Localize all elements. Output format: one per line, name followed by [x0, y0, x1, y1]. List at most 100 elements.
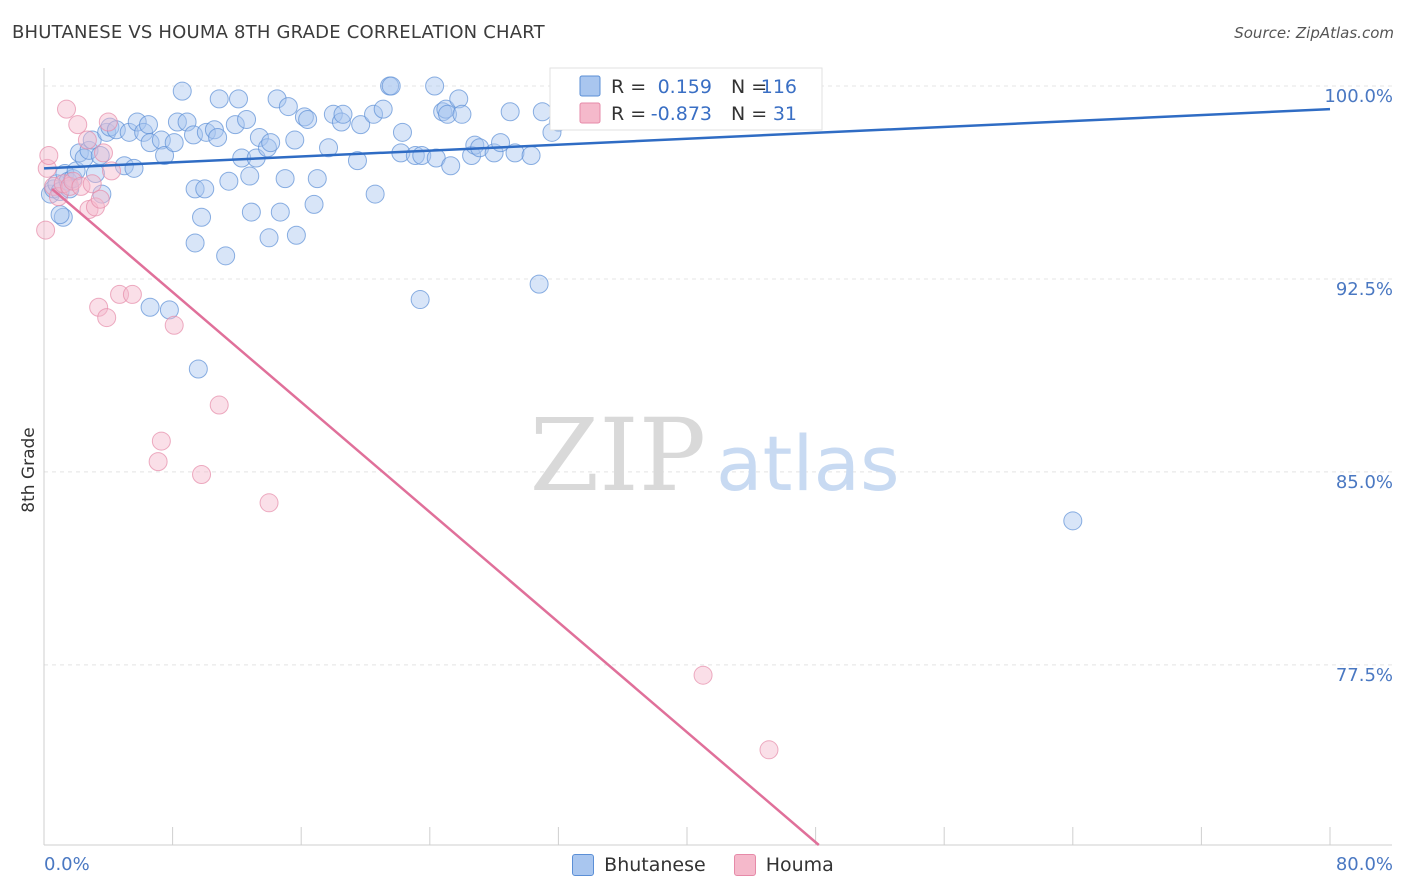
houma-point — [39, 145, 59, 165]
legend-n-label-2: N = — [731, 103, 767, 125]
bhutanese-point — [505, 143, 525, 163]
legend-swatch-houma — [579, 102, 601, 124]
bhutanese-point — [257, 138, 277, 158]
source-label: Source: ZipAtlas.com — [1234, 24, 1394, 42]
houma-point — [148, 452, 168, 472]
houma-point — [89, 297, 109, 317]
bhutanese-point — [155, 145, 175, 165]
bhutanese-point — [127, 112, 147, 132]
trend-lines — [43, 107, 1331, 846]
bhutanese-point — [331, 112, 351, 132]
bhutanese-point — [441, 156, 461, 176]
bhutanese-point — [333, 104, 353, 124]
bhutanese-point — [410, 290, 430, 310]
bhutanese-point — [240, 166, 260, 186]
y-tick-label: 100.0% — [1324, 86, 1393, 107]
legend-r-label-2: R = — [611, 103, 646, 125]
legend-n-value-1: 116 — [761, 76, 797, 98]
bhutanese-point — [347, 151, 367, 171]
bhutanese-point — [433, 102, 453, 122]
bhutanese-point — [437, 104, 457, 124]
chart-title: BHUTANESE VS HOUMA 8TH GRADE CORRELATION… — [12, 22, 545, 43]
houma-point — [259, 493, 279, 513]
legend-label-bhutanese: Bhutanese — [604, 854, 706, 876]
bhutanese-point — [90, 145, 110, 165]
x-tick-label: 80.0% — [1336, 854, 1393, 875]
y-tick-label: 92.5% — [1336, 279, 1393, 300]
bhutanese-point — [140, 133, 160, 153]
houma-point — [759, 740, 779, 760]
bhutanese-point — [225, 115, 245, 135]
bhutanese-point — [237, 109, 257, 129]
y-tick-label: 85.0% — [1336, 472, 1393, 493]
houma-points — [36, 99, 779, 760]
houma-point — [164, 315, 184, 335]
bhutanese-point — [286, 225, 306, 245]
bhutanese-point — [159, 300, 179, 320]
bhutanese-point — [229, 89, 249, 109]
grid-lines — [44, 85, 1392, 666]
bhutanese-point — [195, 179, 215, 199]
y-tick-label: 77.5% — [1336, 665, 1393, 686]
bhutanese-point — [140, 297, 160, 317]
legend-item-bhutanese[interactable]: Bhutanese — [572, 854, 706, 876]
legend-item-houma[interactable]: Houma — [733, 854, 834, 876]
legend-label-houma: Houma — [765, 854, 834, 876]
bhutanese-point — [365, 184, 385, 204]
watermark: ZIP atlas — [530, 397, 900, 514]
bhutanese-point — [532, 102, 552, 122]
watermark-zip: ZIP — [530, 397, 706, 514]
series-legend: Bhutanese Houma — [0, 852, 1406, 878]
houma-swatch — [733, 854, 756, 876]
bhutanese-point — [241, 202, 261, 222]
houma-point — [90, 189, 110, 209]
bhutanese-swatch — [572, 854, 595, 876]
bhutanese-point — [270, 202, 290, 222]
bhutanese-point — [259, 228, 279, 248]
bhutanese-point — [521, 145, 541, 165]
y-tick-labels: 77.5% 85.0% 92.5% 100.0% — [1324, 86, 1393, 686]
bhutanese-point — [294, 107, 314, 127]
bhutanese-point — [204, 120, 224, 140]
legend-r-label-1: R = — [611, 76, 646, 98]
bhutanese-point — [219, 171, 239, 191]
bhutanese-point — [392, 122, 412, 142]
bhutanese-point — [500, 102, 520, 122]
houma-point — [192, 465, 212, 485]
bhutanese-point — [208, 127, 228, 147]
correlation-legend: R = 0.159 N = 116 R = -0.873 N = 31 — [549, 67, 823, 131]
bhutanese-point — [79, 140, 99, 160]
bhutanese-points — [40, 76, 1083, 531]
legend-n-label-1: N = — [731, 76, 767, 98]
houma-point — [693, 665, 713, 685]
bhutanese-point — [462, 145, 482, 165]
bhutanese-point — [1063, 511, 1083, 531]
houma-point — [93, 143, 113, 163]
bhutanese-point — [307, 169, 327, 189]
houma-point — [209, 395, 229, 415]
bhutanese-point — [185, 233, 205, 253]
bhutanese-point — [249, 127, 269, 147]
bhutanese-point — [209, 89, 229, 109]
houma-trend-line — [51, 187, 820, 846]
bhutanese-point — [85, 163, 105, 183]
bhutanese-point — [449, 89, 469, 109]
legend-r-value-2: -0.873 — [651, 103, 712, 125]
bhutanese-point — [267, 89, 287, 109]
houma-point — [97, 308, 117, 328]
bhutanese-point — [319, 138, 339, 158]
bhutanese-point — [138, 115, 158, 135]
houma-point — [122, 284, 142, 304]
houma-point — [71, 176, 91, 196]
bhutanese-point — [196, 122, 216, 142]
bhutanese-point — [298, 109, 318, 129]
bhutanese-point — [381, 76, 401, 96]
bhutanese-point — [364, 104, 384, 124]
bhutanese-point — [278, 97, 298, 117]
bhutanese-point — [351, 115, 371, 135]
bhutanese-point — [167, 112, 187, 132]
legend-r-value-1: 0.159 — [658, 76, 712, 98]
x-tick-label: 0.0% — [44, 854, 90, 875]
bhutanese-point — [261, 133, 281, 153]
